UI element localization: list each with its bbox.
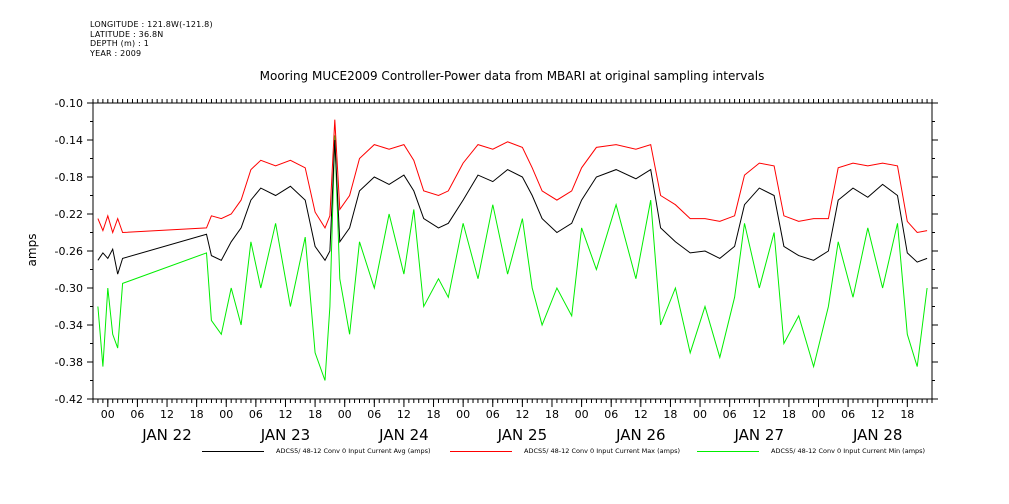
year-text: YEAR : 2009 — [90, 48, 142, 58]
x-day-label: JAN 28 — [852, 426, 903, 444]
x-hour-label: 18 — [190, 408, 204, 421]
latitude-text: LATITUDE : 36.8N — [90, 29, 164, 39]
x-day-label: JAN 22 — [141, 426, 192, 444]
axis-ticks — [87, 99, 938, 407]
x-hour-label: 00 — [101, 408, 115, 421]
x-hour-label: 18 — [782, 408, 796, 421]
x-hour-label: 06 — [841, 408, 855, 421]
x-hour-label: 06 — [723, 408, 737, 421]
x-hour-label: 00 — [811, 408, 825, 421]
y-tick-label: -0.30 — [55, 282, 83, 295]
x-hour-label: 12 — [752, 408, 766, 421]
legend-label-avg: ADCS5/ 48-12 Conv 0 Input Current Avg (a… — [276, 447, 431, 455]
x-hour-label: 12 — [397, 408, 411, 421]
x-day-label: JAN 26 — [615, 426, 666, 444]
x-hour-label: 06 — [604, 408, 618, 421]
y-tick-label: -0.10 — [55, 97, 83, 110]
x-hour-label: 00 — [456, 408, 470, 421]
legend-item-min: ADCS5/ 48-12 Conv 0 Input Current Min (a… — [697, 447, 925, 455]
x-hour-label: 00 — [219, 408, 233, 421]
longitude-text: LONGITUDE : 121.8W(-121.8) — [90, 20, 213, 29]
y-axis-label: amps — [25, 234, 39, 267]
legend-item-max: ADCS5/ 48-12 Conv 0 Input Current Max (a… — [450, 447, 680, 455]
axis-labels: -0.10 -0.14 -0.18 -0.22 -0.26 -0.30 -0.34 -0.38… — [55, 97, 915, 444]
x-hour-label: 18 — [545, 408, 559, 421]
x-hour-label: 18 — [308, 408, 322, 421]
x-day-label: JAN 25 — [497, 426, 548, 444]
legend-swatch-min — [697, 450, 759, 452]
y-tick-label: -0.18 — [55, 171, 83, 184]
legend-label-max: ADCS5/ 48-12 Conv 0 Input Current Max (a… — [524, 447, 680, 455]
x-hour-label: 06 — [486, 408, 500, 421]
chart-title: Mooring MUCE2009 Controller-Power data f… — [260, 69, 765, 83]
y-tick-label: -0.22 — [55, 208, 83, 221]
x-hour-label: 18 — [663, 408, 677, 421]
y-tick-label: -0.42 — [55, 393, 83, 406]
x-hour-label: 12 — [278, 408, 292, 421]
x-hour-label: 12 — [515, 408, 529, 421]
x-hour-label: 00 — [575, 408, 589, 421]
x-hour-label: 00 — [338, 408, 352, 421]
x-hour-label: 18 — [427, 408, 441, 421]
y-tick-label: -0.34 — [55, 319, 83, 332]
series-line-1 — [97, 119, 928, 235]
station-metadata: LONGITUDE : 121.8W(-121.8) LATITUDE : 36… — [90, 20, 213, 58]
y-tick-label: -0.38 — [55, 356, 83, 369]
series-line-2 — [97, 135, 928, 381]
y-tick-label: -0.26 — [55, 245, 83, 258]
x-hour-label: 12 — [160, 408, 174, 421]
legend-swatch-max — [450, 450, 512, 452]
legend-label-min: ADCS5/ 48-12 Conv 0 Input Current Min (a… — [771, 447, 926, 455]
depth-text: DEPTH (m) : 1 — [90, 39, 149, 48]
series-line-0 — [97, 139, 928, 275]
series-lines — [97, 119, 928, 381]
plot-frame — [92, 102, 933, 400]
x-day-label: JAN 24 — [378, 426, 429, 444]
x-hour-label: 06 — [367, 408, 381, 421]
x-hour-label: 12 — [634, 408, 648, 421]
x-hour-label: 00 — [693, 408, 707, 421]
x-hour-label: 06 — [249, 408, 263, 421]
y-tick-label: -0.14 — [55, 134, 83, 147]
x-day-label: JAN 23 — [260, 426, 311, 444]
x-hour-label: 06 — [130, 408, 144, 421]
x-day-label: JAN 27 — [734, 426, 785, 444]
x-hour-label: 12 — [871, 408, 885, 421]
legend-swatch-avg — [202, 450, 264, 452]
legend-item-avg: ADCS5/ 48-12 Conv 0 Input Current Avg (a… — [202, 447, 431, 455]
x-hour-label: 18 — [900, 408, 914, 421]
